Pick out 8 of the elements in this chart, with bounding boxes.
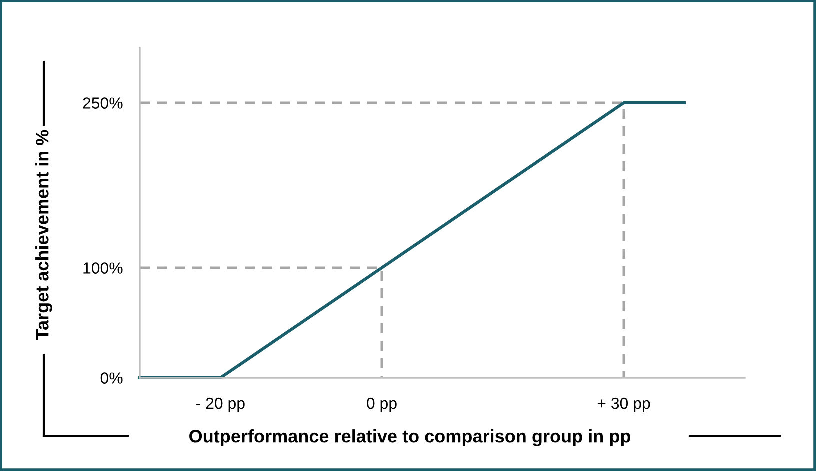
x-tick-label: + 30 pp <box>598 398 650 412</box>
x-tick-label: 0 pp <box>367 398 397 412</box>
y-tick-label: 0% <box>100 372 123 384</box>
x-tick-label: - 20 pp <box>196 398 245 412</box>
y-tick-label: 100% <box>84 262 123 274</box>
x-axis-title: Outperformance relative to comparison group in pp <box>190 430 630 446</box>
y-axis-title: Target achievement in % <box>36 130 52 340</box>
y-tick-label: 250% <box>83 98 123 109</box>
